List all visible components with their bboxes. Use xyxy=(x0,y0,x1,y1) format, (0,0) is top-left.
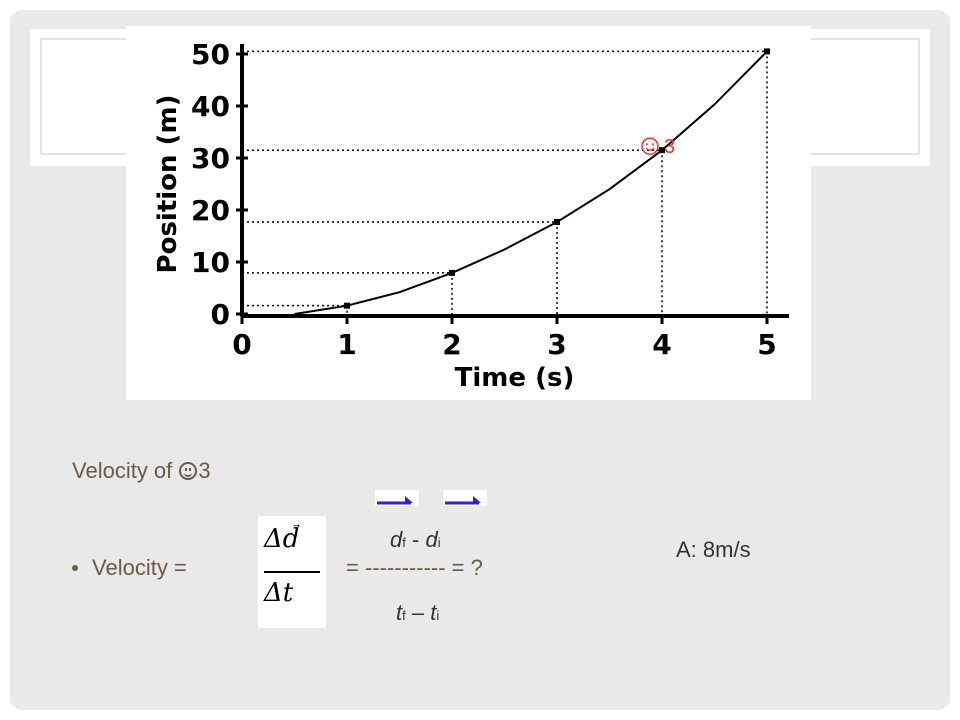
y-tick-label: 0 xyxy=(211,298,230,331)
smiley-eye xyxy=(646,143,648,146)
tf-sub: f xyxy=(402,608,406,623)
heading-prefix: Velocity of xyxy=(72,458,179,483)
position-time-chart: 0 1 2 3 4 5 0 10 20 30 40 50 Time (s) Position (m) 3 xyxy=(126,26,811,400)
smiley-annotation-icon xyxy=(641,137,659,155)
dash-sign: – xyxy=(405,600,431,625)
di-sub: i xyxy=(437,535,441,550)
vector-arrow-icon-di xyxy=(443,490,487,506)
formula-denominator: Δt xyxy=(264,578,294,608)
time-denominator: tf – ti xyxy=(396,600,439,626)
smiley-eye xyxy=(652,143,654,146)
df-var: d xyxy=(390,527,403,552)
slide-heading: Velocity of 3 xyxy=(72,458,211,484)
data-point xyxy=(764,48,770,55)
x-tick-label: 2 xyxy=(442,328,461,361)
bullet-dot xyxy=(72,565,78,571)
y-tick-label: 50 xyxy=(191,38,230,71)
annotation-label: 3 xyxy=(664,136,675,158)
ti-sub: i xyxy=(436,608,440,623)
x-axis-label: Time (s) xyxy=(455,363,575,393)
x-tick-label: 3 xyxy=(547,328,566,361)
x-tick-label: 4 xyxy=(652,328,671,361)
answer-text: A: 8m/s xyxy=(676,537,751,562)
data-point xyxy=(659,147,665,154)
velocity-label: Velocity = xyxy=(92,555,187,580)
heading-suffix: 3 xyxy=(198,458,211,483)
displacement-numerator: df - di xyxy=(390,527,441,553)
y-tick-label: 20 xyxy=(191,194,230,227)
data-point xyxy=(344,302,350,309)
delta-formula-image: ⃗ Δd Δt xyxy=(258,516,326,628)
data-point xyxy=(449,269,455,276)
position-curve xyxy=(294,50,768,315)
vector-arrow-icon-df xyxy=(375,490,419,506)
df-sub: f xyxy=(402,535,406,550)
x-tick-label: 5 xyxy=(757,328,776,361)
ti-var: t xyxy=(430,600,437,625)
data-point xyxy=(554,218,560,225)
tf-var: t xyxy=(396,600,403,625)
x-tick-label: 0 xyxy=(232,328,251,361)
minus-sign: - xyxy=(405,527,426,552)
y-tick-label: 40 xyxy=(191,90,230,123)
y-tick-label: 10 xyxy=(191,246,230,279)
fraction-bar xyxy=(264,571,320,573)
y-axis-label: Position (m) xyxy=(153,95,183,274)
formula-numerator: Δd xyxy=(264,524,300,554)
smiley-mouth xyxy=(645,147,655,151)
di-var: d xyxy=(425,527,438,552)
x-tick-label: 1 xyxy=(337,328,356,361)
smiley-icon xyxy=(179,462,198,480)
equals-line: = ----------- = ? xyxy=(346,555,483,580)
y-tick-label: 30 xyxy=(191,142,230,175)
